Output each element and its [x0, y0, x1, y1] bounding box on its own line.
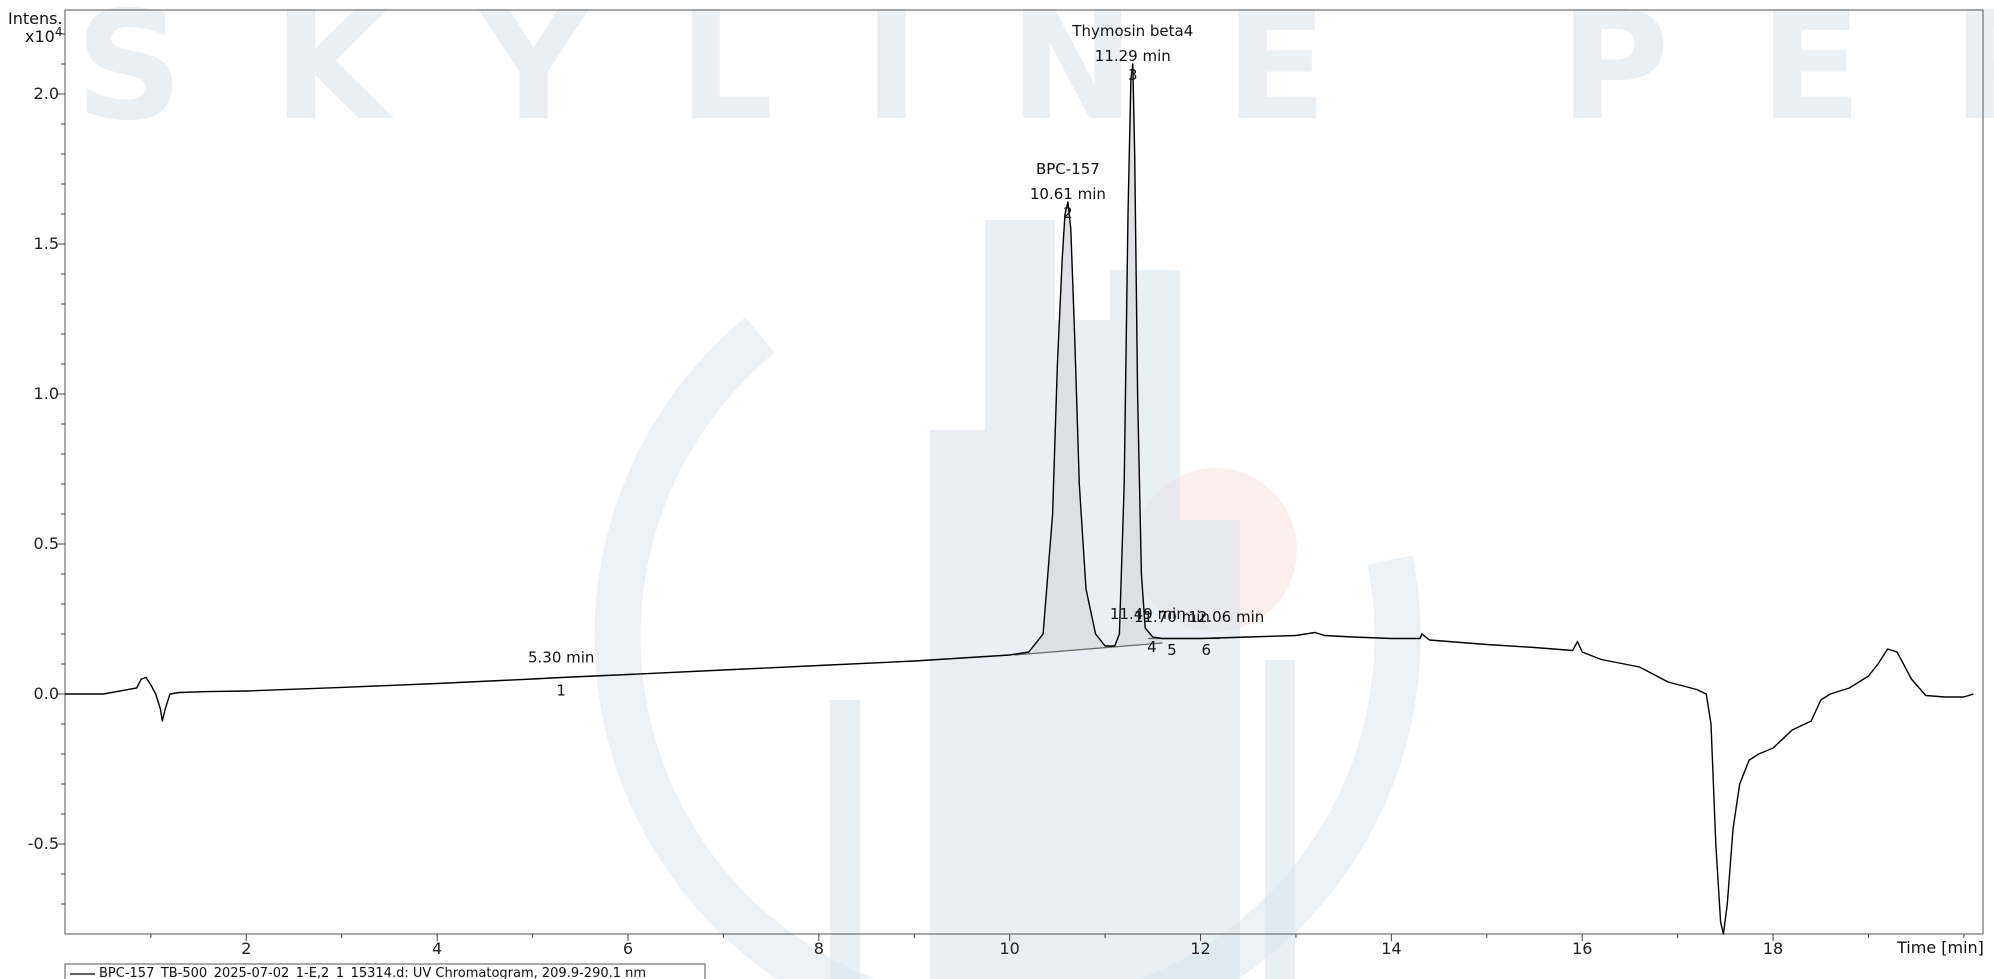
y-tick-label: 1.5 [34, 234, 59, 253]
peak-number-label: 1 [556, 682, 566, 700]
watermark-logo: SKYLINE PEPTIDES [75, 0, 1994, 979]
legend-box [64, 963, 706, 979]
y-multiplier-exponent: 4 [55, 25, 63, 39]
peak-name-label: Thymosin beta4 [1071, 22, 1193, 40]
peak-number-label: 5 [1167, 641, 1177, 659]
y-tick-label: 2.0 [34, 84, 59, 103]
y-axis: -0.5 0.0 0.5 1.0 1.5 2.0 [28, 33, 65, 905]
y-multiplier-base: x10 [25, 27, 55, 46]
chromatogram-trace [65, 63, 1974, 935]
legend-entry: BPC-157_TB-500_2025-07-02_1-E,2_1_15314.… [99, 966, 646, 979]
x-tick-label: 8 [814, 939, 824, 958]
x-tick-label: 10 [1000, 939, 1020, 958]
peak-number-label: 3 [1128, 66, 1138, 84]
peak-rt-label: 11.70 min [1134, 608, 1210, 626]
series-line [65, 63, 1974, 935]
peak-rt-label: 10.61 min [1030, 185, 1106, 203]
y-tick-label: 1.0 [34, 384, 59, 403]
y-axis-title: Intens. [8, 9, 63, 28]
y-tick-label: 0.5 [34, 534, 59, 553]
peak-rt-label: 5.30 min [528, 649, 594, 667]
peak-number-label: 4 [1147, 638, 1157, 656]
x-tick-label: 12 [1190, 939, 1210, 958]
x-tick-label: 18 [1763, 939, 1783, 958]
y-tick-label: -0.5 [28, 834, 59, 853]
watermark-text: SKYLINE PEPTIDES [75, 0, 1994, 154]
peak-rt-label: 11.49 min [1110, 605, 1186, 623]
peak-baseline [1014, 642, 1163, 656]
x-tick-label: 14 [1381, 939, 1401, 958]
watermark-arc [594, 317, 1421, 979]
x-axis: 2 4 6 8 10 12 14 16 18 [150, 934, 1965, 958]
peak-number-label: 2 [1063, 204, 1073, 222]
x-tick-label: 6 [623, 939, 633, 958]
x-axis-title: Time [min] [1896, 938, 1984, 957]
x-tick-label: 16 [1572, 939, 1592, 958]
x-tick-label: 2 [241, 939, 251, 958]
y-axis-multiplier: x104 [25, 25, 62, 46]
peak-area-fill [1014, 64, 1163, 655]
legend: BPC-157_TB-500_2025-07-02_1-E,2_1_15314.… [64, 963, 706, 979]
peak-rt-label: 12.06 min [1188, 608, 1264, 626]
plot-frame [64, 9, 1984, 935]
x-tick-label: 4 [432, 939, 442, 958]
peak-number-label: 6 [1201, 641, 1211, 659]
peak-name-label: BPC-157 [1036, 160, 1100, 178]
y-tick-label: 0.0 [34, 684, 59, 703]
peak-rt-label: 11.29 min [1095, 47, 1171, 65]
